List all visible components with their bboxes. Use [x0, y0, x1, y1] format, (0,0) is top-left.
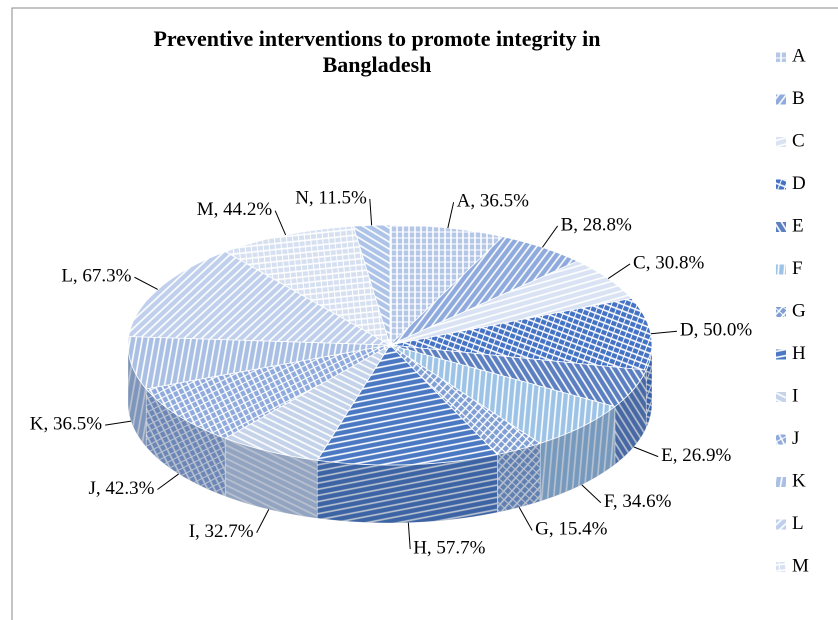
legend-label: E	[792, 215, 804, 236]
data-label: I, 32.7%	[189, 521, 254, 542]
slice-side-shade	[497, 443, 541, 513]
slice-side-shade	[646, 345, 652, 429]
chart-title: Preventive interventions to promote inte…	[153, 26, 601, 77]
data-label: A, 36.5%	[457, 191, 529, 212]
legend-swatch	[776, 264, 786, 275]
leader-line	[518, 507, 533, 531]
legend-swatch	[776, 434, 786, 445]
data-label: M, 44.2%	[197, 199, 273, 220]
legend-swatch	[776, 477, 786, 487]
data-label: H, 57.7%	[413, 537, 485, 558]
legend-label: M	[792, 555, 809, 576]
pie-slice	[224, 225, 391, 346]
leader-line	[607, 263, 631, 279]
data-label: G, 15.4%	[535, 519, 607, 540]
legend-swatch	[776, 307, 786, 317]
data-label: C, 30.8%	[633, 252, 704, 273]
leader-line	[157, 473, 179, 490]
legend-swatch	[776, 349, 786, 360]
legend-swatch	[776, 52, 786, 62]
pie-slice	[389, 344, 647, 408]
legend-label: L	[792, 513, 804, 534]
pie-slice	[127, 336, 391, 390]
legend-swatch	[776, 519, 786, 530]
legend-label: N	[792, 598, 806, 619]
legend-swatch	[776, 94, 786, 105]
legend-swatch	[776, 222, 786, 232]
pie-slice	[389, 344, 616, 444]
slice-side-shade	[540, 406, 615, 502]
data-label: K, 36.5%	[30, 414, 102, 435]
leader-line	[650, 330, 677, 335]
legend-label: A	[792, 45, 806, 66]
data-label: N, 11.5%	[295, 187, 367, 208]
legend-label: B	[792, 88, 805, 109]
slice-side-shade	[317, 454, 498, 523]
pie-slice	[389, 344, 541, 455]
legend-label: G	[792, 300, 806, 321]
pie-slice	[389, 297, 653, 371]
data-label: L, 67.3%	[61, 266, 131, 287]
data-label: F, 34.6%	[604, 491, 672, 512]
pie-slice	[128, 251, 391, 346]
data-label: D, 50.0%	[680, 320, 752, 341]
leader-line	[256, 509, 270, 534]
legend-swatch	[776, 605, 786, 615]
leader-line	[633, 446, 659, 458]
slice-side-shade	[146, 388, 226, 497]
leader-line	[105, 420, 132, 426]
legend-label: D	[792, 173, 806, 194]
pie-slice	[224, 344, 391, 461]
data-label: B, 28.8%	[561, 214, 632, 235]
legend-label: K	[792, 470, 806, 491]
legend-label: F	[792, 258, 803, 279]
legend-label: H	[792, 343, 806, 364]
legend-swatch	[776, 562, 786, 572]
pie-slice	[145, 344, 391, 439]
leader-line	[407, 522, 411, 550]
slice-side-shade	[225, 438, 318, 519]
leader-line	[541, 225, 559, 248]
slice-tops	[127, 224, 653, 466]
pie-slice	[316, 344, 499, 466]
data-label: E, 26.9%	[661, 445, 731, 466]
pie-slice	[389, 224, 504, 346]
leader-line	[581, 484, 602, 504]
legend-label: J	[792, 428, 799, 449]
chart-frame	[11, 7, 838, 620]
leader-line	[447, 202, 455, 229]
leader-line	[134, 276, 158, 290]
leader-line	[274, 210, 287, 236]
pie-slice	[352, 224, 391, 346]
legend-label: C	[792, 130, 805, 151]
leader-line	[369, 198, 373, 226]
legend-swatch	[776, 392, 786, 402]
legend-swatch	[776, 137, 786, 147]
legend-label: I	[792, 385, 798, 406]
legend: A BC DE FG HI JK LM N	[776, 45, 809, 619]
data-label: J, 42.3%	[89, 478, 155, 499]
pie-slice	[389, 260, 633, 346]
slice-side-shade	[128, 345, 147, 447]
slice-side-shade	[614, 370, 647, 465]
slice-sides	[127, 344, 653, 524]
legend-swatch	[776, 179, 786, 190]
